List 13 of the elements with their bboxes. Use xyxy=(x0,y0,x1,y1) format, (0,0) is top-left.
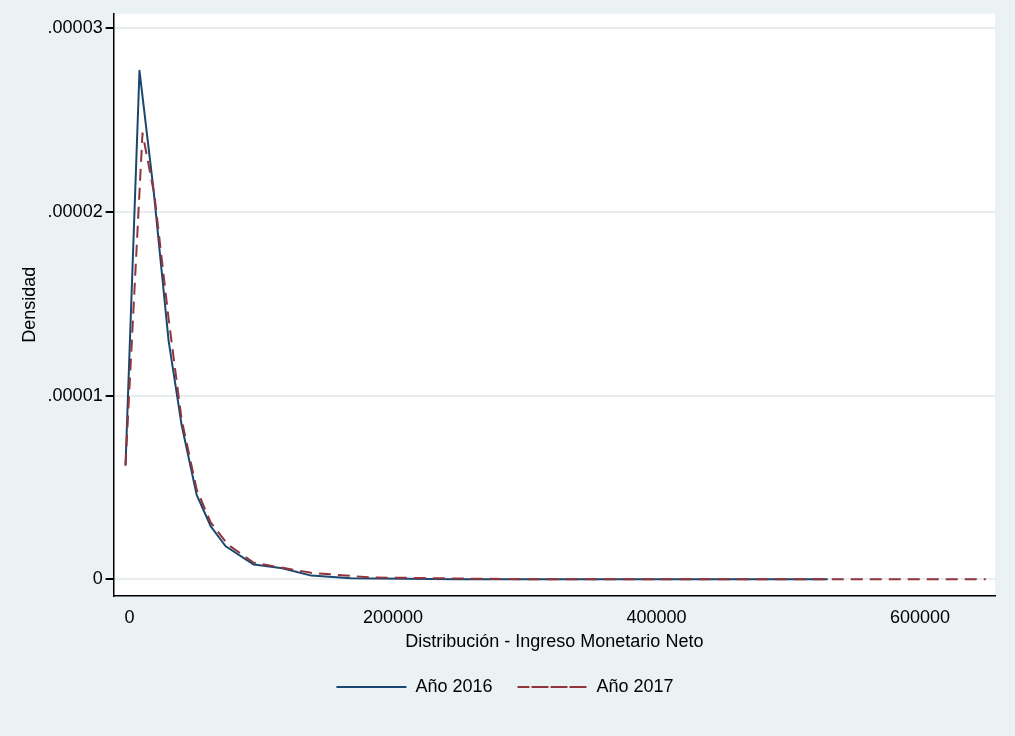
x-tick-label: 0 xyxy=(124,606,135,627)
y-tick-label: .00002 xyxy=(47,201,103,222)
x-tick-label: 600000 xyxy=(889,606,950,627)
line-series xyxy=(124,132,987,581)
x-tick-label: 400000 xyxy=(626,606,687,627)
legend-label: Año 2016 xyxy=(415,675,493,696)
y-tick-label: 0 xyxy=(92,568,103,589)
y-axis-title: Densidad xyxy=(18,266,39,343)
x-tick-label: 200000 xyxy=(362,606,423,627)
legend-label: Año 2017 xyxy=(596,675,674,696)
y-tick-label: .00003 xyxy=(47,17,103,38)
x-axis-title: Distribución - Ingreso Monetario Neto xyxy=(405,631,704,652)
y-tick-label: .00001 xyxy=(47,384,103,405)
